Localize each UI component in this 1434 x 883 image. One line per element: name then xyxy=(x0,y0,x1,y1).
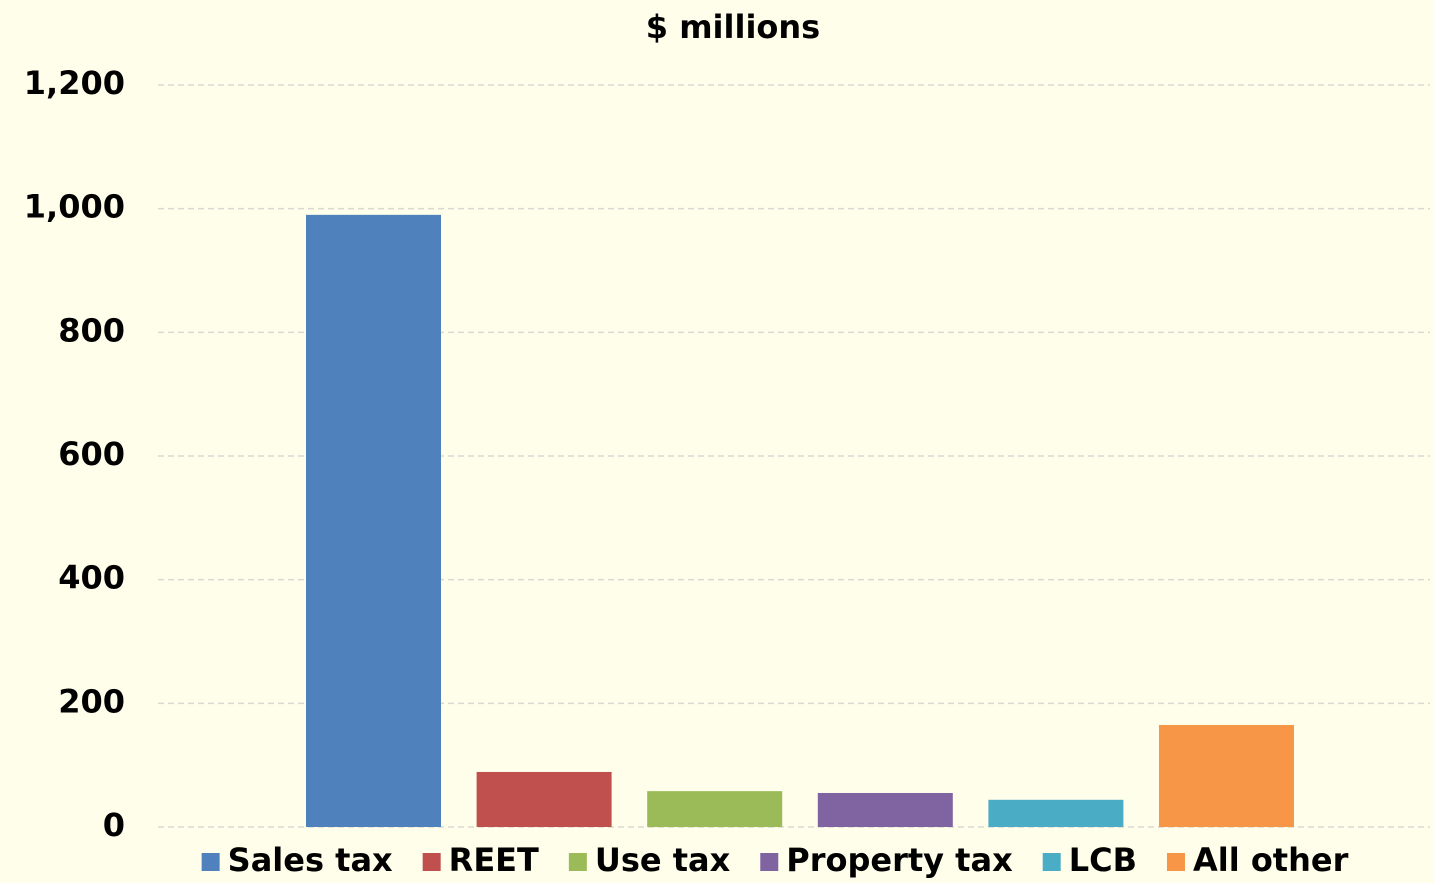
legend-swatch xyxy=(568,853,587,871)
legend-label: Property tax xyxy=(786,841,1013,879)
bar xyxy=(647,791,783,827)
legend-label: Use tax xyxy=(595,841,731,879)
chart-title: $ millions xyxy=(646,8,820,46)
legend-label: LCB xyxy=(1069,841,1137,879)
legend-swatch xyxy=(1166,853,1185,871)
legend-swatch xyxy=(1042,853,1061,871)
y-tick-label: 1,200 xyxy=(24,64,125,102)
y-tick-label: 800 xyxy=(58,311,125,349)
bar xyxy=(988,799,1124,827)
bar xyxy=(817,792,953,827)
y-tick-label: 0 xyxy=(103,806,125,844)
legend-swatch xyxy=(422,853,441,871)
legend-swatch xyxy=(201,853,220,871)
bar xyxy=(476,771,612,827)
y-tick-label: 600 xyxy=(58,435,125,473)
y-tick-label: 200 xyxy=(58,682,125,720)
bar xyxy=(306,214,441,828)
legend-label: All other xyxy=(1193,841,1349,879)
legend-label: REET xyxy=(449,841,539,879)
y-tick-label: 1,000 xyxy=(24,188,125,226)
y-tick-label: 400 xyxy=(58,559,125,597)
legend-label: Sales tax xyxy=(228,841,393,879)
bar xyxy=(1159,724,1294,827)
legend-swatch xyxy=(760,853,779,871)
